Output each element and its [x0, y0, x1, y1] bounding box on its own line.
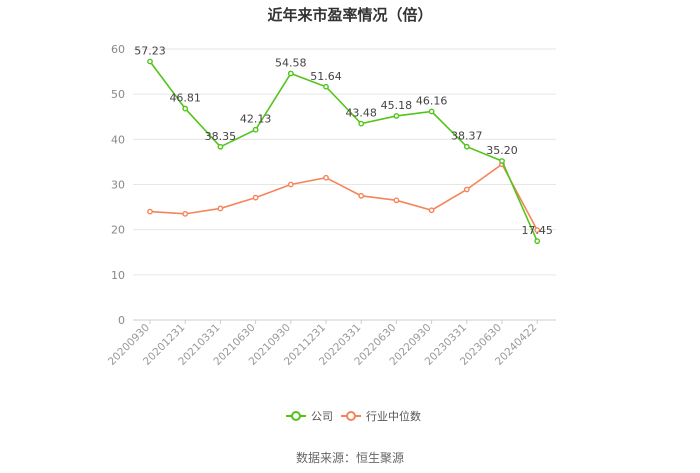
y-tick-label: 10 [111, 269, 125, 282]
legend-label: 公司 [311, 410, 333, 423]
data-label: 42.13 [240, 113, 272, 126]
data-point[interactable] [252, 126, 259, 133]
y-tick-label: 40 [111, 133, 125, 146]
data-point[interactable] [147, 208, 153, 215]
y-tick-label: 60 [111, 43, 125, 56]
legend-swatch-marker [346, 411, 356, 421]
data-point[interactable] [252, 194, 259, 201]
y-tick-label: 20 [111, 224, 125, 237]
data-label: 45.18 [381, 99, 413, 112]
data-label: 57.23 [134, 45, 166, 58]
y-tick-label: 50 [111, 88, 125, 101]
data-point[interactable] [534, 227, 541, 234]
data-point[interactable] [323, 174, 329, 181]
data-point[interactable] [182, 210, 189, 217]
data-point[interactable] [463, 186, 470, 193]
source-note: 数据来源：恒生聚源 [296, 450, 404, 465]
legend-label: 行业中位数 [366, 409, 421, 423]
data-label: 35.20 [486, 144, 518, 157]
y-tick-label: 0 [118, 314, 125, 327]
data-point[interactable] [217, 205, 224, 212]
data-point[interactable] [393, 197, 400, 204]
series-line-1 [149, 162, 538, 231]
data-label: 17.45 [521, 224, 553, 237]
data-point[interactable] [534, 238, 541, 245]
legend-item-1[interactable]: 行业中位数 [341, 409, 421, 423]
data-point[interactable] [358, 120, 365, 127]
data-point[interactable] [463, 143, 470, 150]
data-label: 38.35 [205, 130, 237, 143]
data-point[interactable] [499, 158, 505, 164]
grid-layer [133, 48, 556, 321]
data-label: 43.48 [345, 107, 377, 120]
y-tick-label: 30 [111, 179, 125, 192]
x-axis-ticks: 2020093020201231202103312021063020210930… [106, 320, 539, 368]
data-label: 46.16 [416, 95, 448, 108]
data-point[interactable] [323, 83, 329, 90]
data-point[interactable] [287, 181, 294, 188]
data-point[interactable] [147, 58, 153, 65]
data-label: 54.58 [275, 56, 307, 69]
data-label: 51.64 [310, 70, 342, 83]
chart-title: 近年来市盈率情况（倍） [267, 6, 432, 24]
series-line-0 [149, 61, 538, 242]
data-point[interactable] [393, 113, 400, 119]
series-layer [147, 58, 541, 245]
legend-item-0[interactable]: 公司 [286, 410, 333, 423]
legend[interactable]: 公司 行业中位数 [286, 409, 421, 423]
legend-swatch-marker [291, 411, 301, 421]
data-label: 46.81 [169, 92, 201, 105]
data-point[interactable] [358, 192, 365, 199]
data-point[interactable] [287, 70, 294, 77]
data-point[interactable] [217, 143, 224, 150]
data-point[interactable] [428, 207, 435, 214]
y-axis-ticks: 0 10 20 30 40 50 60 [111, 43, 125, 327]
data-point[interactable] [428, 108, 435, 115]
data-point[interactable] [182, 105, 189, 112]
data-label: 38.37 [451, 130, 483, 143]
